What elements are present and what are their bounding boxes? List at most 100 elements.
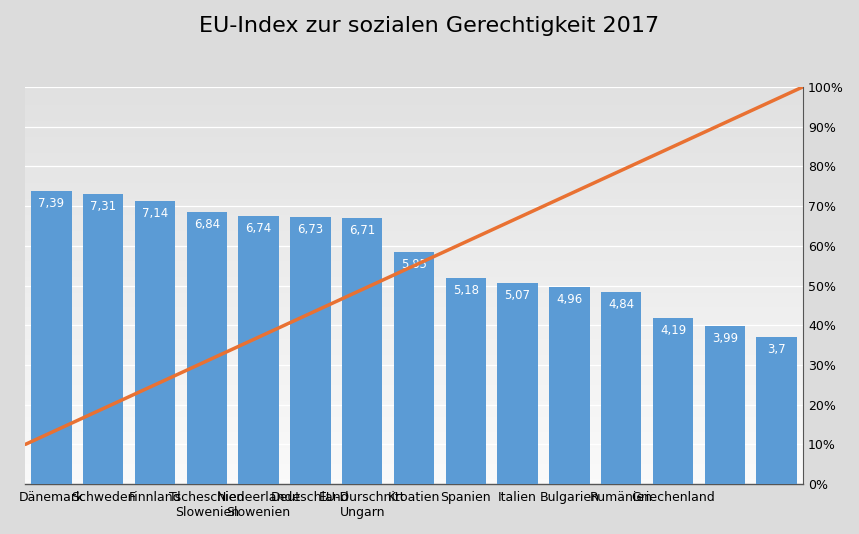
Bar — [26, 245, 802, 246]
Bar — [26, 170, 802, 172]
Bar — [26, 357, 802, 358]
Bar — [26, 301, 802, 303]
Bar — [26, 372, 802, 373]
Bar — [26, 400, 802, 402]
Bar — [26, 214, 802, 215]
Bar — [26, 466, 802, 467]
Bar — [26, 325, 802, 327]
Bar — [26, 87, 802, 88]
Bar — [26, 414, 802, 415]
Bar — [26, 405, 802, 406]
Bar — [26, 459, 802, 460]
Bar — [26, 392, 802, 394]
Bar — [26, 309, 802, 311]
Bar — [26, 209, 802, 210]
Bar — [26, 321, 802, 323]
Bar — [26, 247, 802, 248]
Bar — [26, 419, 802, 421]
Bar — [26, 477, 802, 479]
Bar — [26, 184, 802, 185]
Bar — [26, 147, 802, 148]
Bar — [26, 397, 802, 398]
Bar — [26, 435, 802, 436]
Bar — [26, 250, 802, 251]
Bar — [26, 378, 802, 380]
Bar — [26, 90, 802, 91]
Bar — [26, 332, 802, 333]
Bar — [26, 410, 802, 411]
Bar — [26, 256, 802, 258]
Bar — [26, 145, 802, 147]
Bar — [26, 289, 802, 291]
Bar — [26, 407, 802, 409]
Bar — [26, 413, 802, 414]
Bar — [26, 106, 802, 107]
Bar — [26, 193, 802, 194]
Bar — [26, 320, 802, 321]
Bar — [26, 315, 802, 316]
Bar — [26, 323, 802, 324]
Bar — [26, 206, 802, 208]
Bar — [26, 218, 802, 219]
Bar — [26, 161, 802, 162]
Bar — [26, 439, 802, 441]
Bar — [26, 255, 802, 256]
Bar — [26, 356, 802, 357]
Bar — [26, 132, 802, 134]
Bar — [26, 152, 802, 153]
Text: 4,84: 4,84 — [608, 298, 634, 311]
Bar — [26, 269, 802, 270]
Bar — [26, 92, 802, 93]
Bar — [26, 101, 802, 103]
Bar — [26, 287, 802, 288]
Bar — [26, 251, 802, 253]
Bar — [26, 248, 802, 250]
Bar — [26, 240, 802, 242]
Bar — [26, 345, 802, 347]
Bar — [26, 215, 802, 217]
Bar — [26, 480, 802, 482]
Bar — [26, 178, 802, 179]
Bar — [26, 271, 802, 272]
Bar — [26, 210, 802, 211]
Bar — [26, 262, 802, 263]
Bar — [26, 165, 802, 167]
Bar — [26, 136, 802, 137]
Bar — [26, 295, 802, 296]
Bar — [26, 137, 802, 139]
Bar — [26, 436, 802, 438]
Bar — [26, 222, 802, 223]
Bar — [601, 292, 642, 484]
Bar — [26, 179, 802, 181]
Bar — [26, 266, 802, 267]
Text: 7,14: 7,14 — [142, 207, 168, 219]
Bar — [26, 421, 802, 422]
Bar — [26, 474, 802, 475]
Bar — [26, 355, 802, 356]
Bar — [497, 283, 538, 484]
Bar — [26, 167, 802, 168]
Bar — [26, 329, 802, 331]
Bar — [26, 331, 802, 332]
Bar — [26, 149, 802, 151]
Bar — [26, 194, 802, 195]
Text: 5,85: 5,85 — [401, 258, 427, 271]
Bar — [26, 229, 802, 230]
Bar — [26, 418, 802, 419]
Bar — [26, 307, 802, 308]
Text: 7,31: 7,31 — [90, 200, 116, 213]
Bar — [26, 261, 802, 262]
Bar — [26, 383, 802, 385]
Bar — [26, 476, 802, 477]
Bar — [26, 190, 802, 192]
Bar — [26, 377, 802, 378]
Bar — [26, 197, 802, 198]
Bar — [26, 471, 802, 472]
Bar — [26, 342, 802, 344]
Bar — [26, 198, 802, 200]
Bar — [26, 296, 802, 297]
Bar — [446, 278, 486, 484]
Bar — [26, 425, 802, 426]
Bar — [26, 231, 802, 233]
Bar — [26, 311, 802, 312]
